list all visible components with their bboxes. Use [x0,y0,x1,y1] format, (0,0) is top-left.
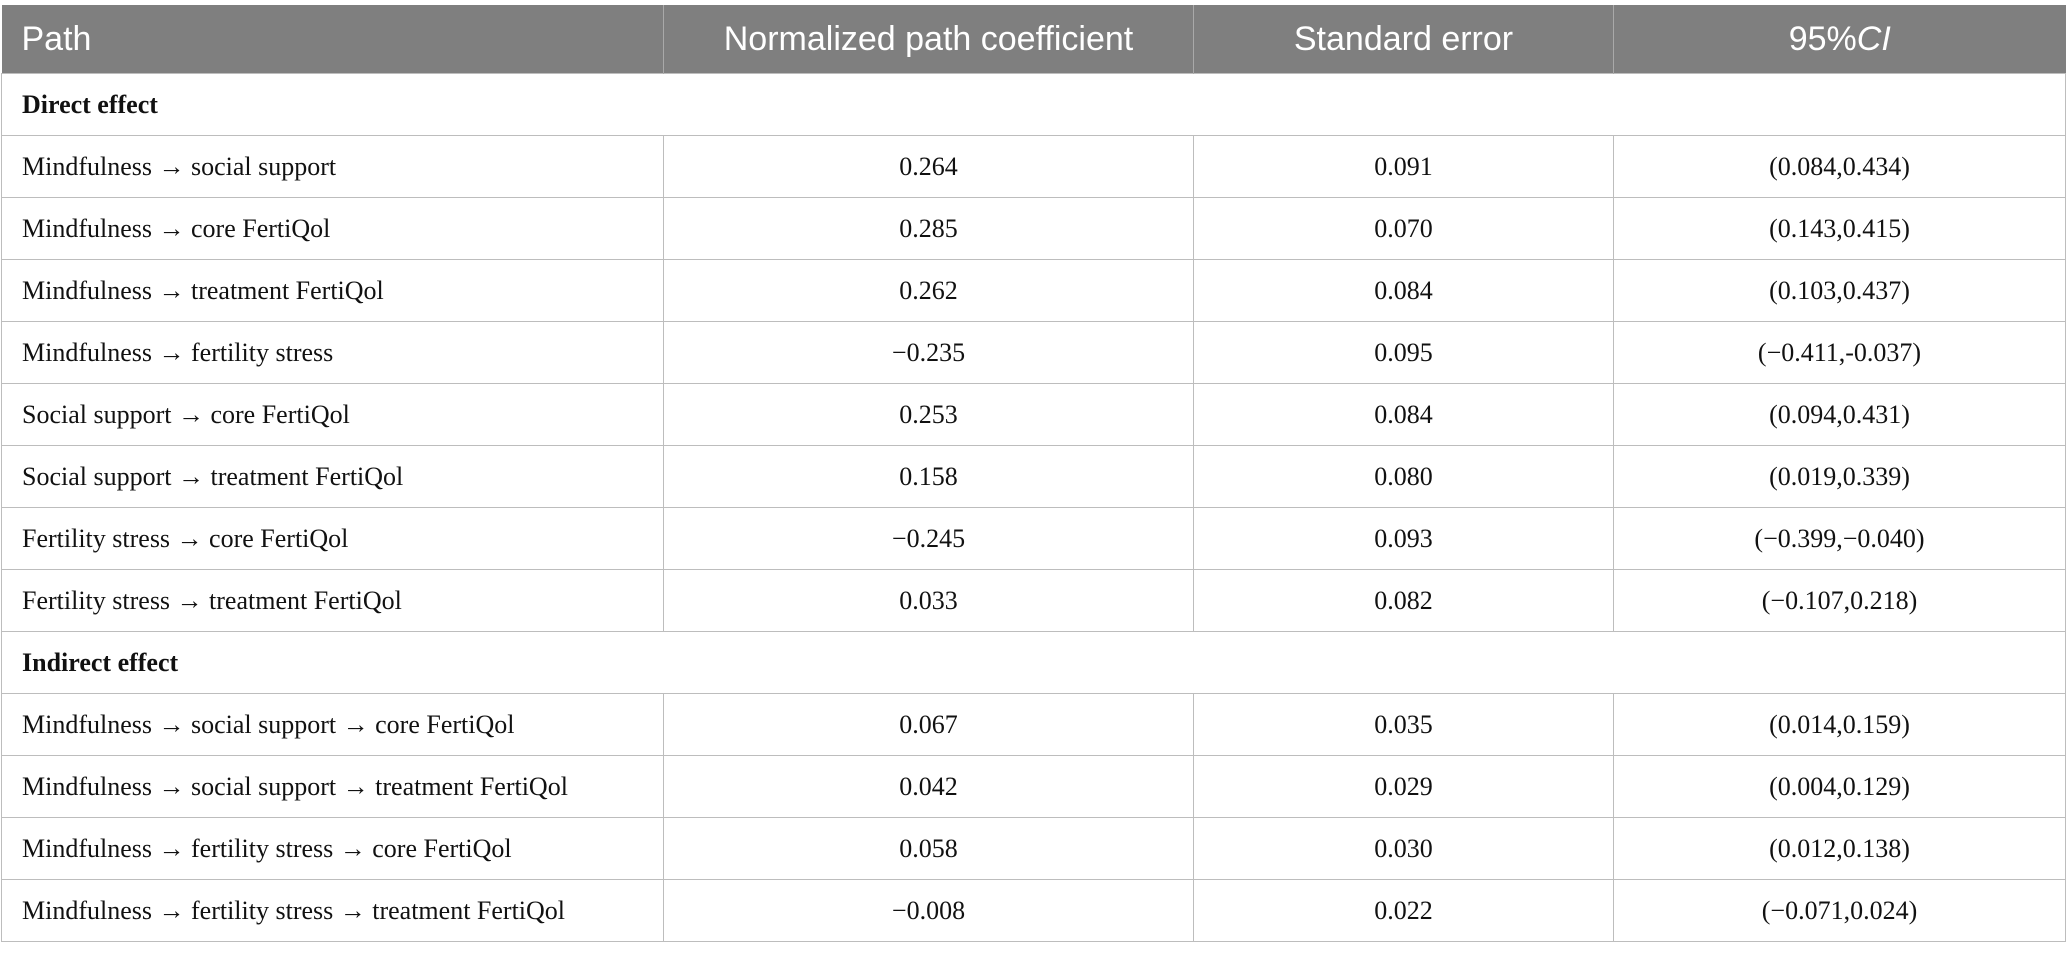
standard-error-cell: 0.093 [1193,507,1614,570]
section-row: Direct effect [1,73,2066,136]
path-cell: Social support → treatment FertiQol [1,445,664,508]
ci-header-prefix: 95% [1788,19,1857,58]
coefficient-cell: 0.042 [663,755,1194,818]
coefficient-cell: −0.235 [663,321,1194,384]
standard-error-cell: 0.084 [1193,383,1614,446]
path-cell: Mindfulness → fertility stress → treatme… [1,879,664,942]
standard-error-cell: 0.080 [1193,445,1614,508]
standard-error-cell: 0.030 [1193,817,1614,880]
path-cell: Mindfulness → social support → treatment… [1,755,664,818]
column-header-ci: 95%CI [1613,5,2066,74]
ci-cell: (−0.411,-0.037) [1613,321,2066,384]
table-row: Mindfulness → social support 0.264 0.091 (0… [1,135,2066,198]
table-row: Mindfulness → treatment FertiQol 0.262 0.0… [1,259,2066,322]
coefficient-cell: 0.262 [663,259,1194,322]
path-cell: Mindfulness → fertility stress [1,321,664,384]
path-cell: Mindfulness → fertility stress → core Fe… [1,817,664,880]
column-header-standard-error: Standard error [1193,5,1614,74]
standard-error-cell: 0.091 [1193,135,1614,198]
standard-error-cell: 0.029 [1193,755,1614,818]
column-header-path: Path [1,5,664,74]
path-cell: Mindfulness → social support [1,135,664,198]
path-cell: Fertility stress → treatment FertiQol [1,569,664,632]
path-cell: Mindfulness → social support → core Fert… [1,693,664,756]
path-cell: Social support → core FertiQol [1,383,664,446]
section-row: Indirect effect [1,631,2066,694]
ci-cell: (−0.399,−0.040) [1613,507,2066,570]
ci-cell: (0.004,0.129) [1613,755,2066,818]
ci-cell: (−0.107,0.218) [1613,569,2066,632]
table-row: Mindfulness → social support → treatment… [1,755,2066,818]
coefficient-cell: 0.285 [663,197,1194,260]
section-label: Direct effect [1,73,2066,136]
table-row: Social support → treatment FertiQol 0.158… [1,445,2066,508]
ci-cell: (0.103,0.437) [1613,259,2066,322]
section-label: Indirect effect [1,631,2066,694]
coefficient-cell: 0.067 [663,693,1194,756]
standard-error-cell: 0.082 [1193,569,1614,632]
column-header-coefficient: Normalized path coefficient [663,5,1194,74]
path-analysis-table: Path Normalized path coefficient Standar… [1,5,2066,942]
coefficient-cell: −0.008 [663,879,1194,942]
ci-cell: (0.094,0.431) [1613,383,2066,446]
table-row: Mindfulness → fertility stress → treatme… [1,879,2066,942]
ci-cell: (0.019,0.339) [1613,445,2066,508]
standard-error-cell: 0.095 [1193,321,1614,384]
table-row: Mindfulness → fertility stress −0.235 0.09… [1,321,2066,384]
coefficient-cell: 0.058 [663,817,1194,880]
coefficient-cell: 0.264 [663,135,1194,198]
header-row: Path Normalized path coefficient Standar… [1,5,2066,74]
coefficient-cell: 0.033 [663,569,1194,632]
coefficient-cell: 0.158 [663,445,1194,508]
table-body: Direct effect Mindfulness → social suppor… [1,73,2066,942]
table-row: Fertility stress → treatment FertiQol 0.0… [1,569,2066,632]
table-row: Fertility stress → core FertiQol −0.245 0.… [1,507,2066,570]
ci-cell: (0.084,0.434) [1613,135,2066,198]
ci-header-italic: CI [1856,19,1891,58]
table-row: Social support → core FertiQol 0.253 0.084… [1,383,2066,446]
ci-cell: (0.014,0.159) [1613,693,2066,756]
path-cell: Mindfulness → treatment FertiQol [1,259,664,322]
standard-error-cell: 0.070 [1193,197,1614,260]
table-row: Mindfulness → fertility stress → core Fe… [1,817,2066,880]
ci-cell: (−0.071,0.024) [1613,879,2066,942]
coefficient-cell: 0.253 [663,383,1194,446]
table-header: Path Normalized path coefficient Standar… [1,5,2066,74]
standard-error-cell: 0.022 [1193,879,1614,942]
standard-error-cell: 0.035 [1193,693,1614,756]
ci-cell: (0.012,0.138) [1613,817,2066,880]
table-row: Mindfulness → social support → core Fert… [1,693,2066,756]
ci-cell: (0.143,0.415) [1613,197,2066,260]
table-row: Mindfulness → core FertiQol 0.285 0.070 (0.… [1,197,2066,260]
coefficient-cell: −0.245 [663,507,1194,570]
standard-error-cell: 0.084 [1193,259,1614,322]
path-cell: Fertility stress → core FertiQol [1,507,664,570]
path-cell: Mindfulness → core FertiQol [1,197,664,260]
